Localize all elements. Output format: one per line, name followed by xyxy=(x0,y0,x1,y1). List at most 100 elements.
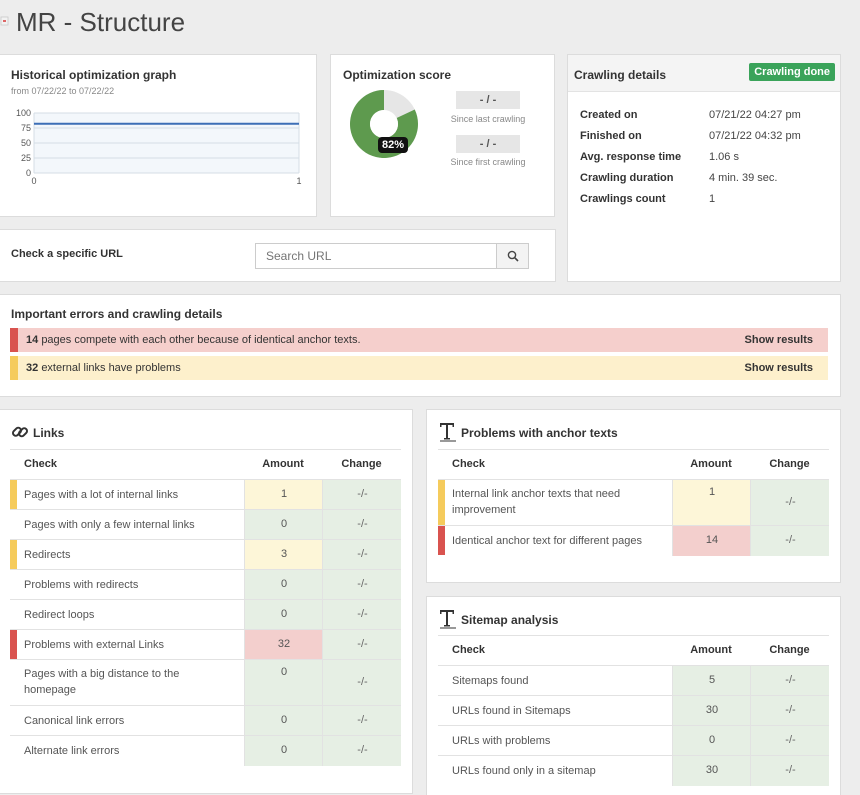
optimization-score-card: Optimization score 82% - / - Since last … xyxy=(330,54,555,217)
row-change: -/- xyxy=(357,638,368,650)
alert-count: 14 xyxy=(26,334,39,346)
change-cell: -/- xyxy=(322,570,401,600)
x-tick-label: 1 xyxy=(296,176,301,185)
row-amount: 0 xyxy=(280,666,288,678)
change-cell: -/- xyxy=(322,736,401,766)
change-cell: -/- xyxy=(322,600,401,630)
col-header-change: Change xyxy=(769,458,810,470)
history-graph-card: Historical optimization graph from 07/22… xyxy=(0,54,317,217)
text-icon xyxy=(439,609,457,634)
show-results-button[interactable]: Show results xyxy=(744,334,813,346)
amount-cell: 14 xyxy=(672,526,750,556)
since-last-value: - / - xyxy=(456,91,520,109)
row-amount: 5 xyxy=(708,674,716,686)
row-label: Pages with only a few internal links xyxy=(24,519,195,531)
change-cell: -/- xyxy=(750,666,829,696)
row-change: -/- xyxy=(357,744,368,756)
graph-range: from 07/22/22 to 07/22/22 xyxy=(11,86,115,96)
table-row: Identical anchor text for different page… xyxy=(438,525,829,556)
avg-response-value: 1.06 s xyxy=(709,151,739,163)
table-row: Problems with redirects 0 -/- xyxy=(10,569,401,600)
row-change: -/- xyxy=(357,488,368,500)
links-table: Check Amount Change Pages with a lot of int… xyxy=(10,449,401,766)
row-status-marker xyxy=(10,540,17,569)
row-label: Alternate link errors xyxy=(24,745,120,757)
errors-title: Important errors and crawling details xyxy=(11,307,223,321)
crawling-details-title: Crawling details xyxy=(574,68,667,82)
table-row: Redirects 3 -/- xyxy=(10,539,401,570)
row-label: Redirect loops xyxy=(24,609,95,621)
alert-message: external links have problems xyxy=(41,362,181,374)
row-label: URLs with problems xyxy=(452,735,551,747)
amount-cell: 30 xyxy=(672,696,750,726)
col-header-amount: Amount xyxy=(262,458,304,470)
row-change: -/- xyxy=(357,548,368,560)
y-tick-label: 75 xyxy=(21,123,31,133)
alert-text: 32 external links have problems xyxy=(26,356,181,380)
finished-on-label: Finished on xyxy=(580,130,642,142)
row-status-marker xyxy=(10,480,17,509)
y-tick-label: 0 xyxy=(26,168,31,178)
col-header-change: Change xyxy=(341,458,382,470)
score-title: Optimization score xyxy=(343,68,452,82)
crawl-duration-label: Crawling duration xyxy=(580,172,674,184)
table-row: Pages with only a few internal links 0 -/- xyxy=(10,509,401,540)
row-amount: 14 xyxy=(705,534,719,546)
change-cell: -/- xyxy=(322,660,401,706)
y-tick-label: 25 xyxy=(21,153,31,163)
row-label: Identical anchor text for different page… xyxy=(452,535,642,547)
amount-cell: 0 xyxy=(244,660,322,706)
row-change: -/- xyxy=(357,714,368,726)
row-status-marker xyxy=(438,526,445,555)
amount-cell: 0 xyxy=(244,510,322,540)
row-label: Internal link anchor texts that need imp… xyxy=(452,488,621,516)
sitemap-table: Check Amount Change Sitemaps found 5 -/- URLs … xyxy=(438,635,829,793)
change-cell: -/- xyxy=(750,526,829,556)
y-tick-label: 100 xyxy=(16,108,31,118)
row-amount: 30 xyxy=(705,704,719,716)
row-label: Sitemaps found xyxy=(452,675,529,687)
table-row: Problems with external Links 32 -/- xyxy=(10,629,401,660)
row-change: -/- xyxy=(357,518,368,530)
amount-cell: 3 xyxy=(244,540,322,570)
table-row: URLs found in Sitemaps 30 -/- xyxy=(438,695,829,726)
links-title: Links xyxy=(33,426,65,440)
since-first-label: Since first crawling xyxy=(450,157,526,167)
amount-cell: 0 xyxy=(244,600,322,630)
row-label: Problems with external Links xyxy=(24,639,165,651)
amount-cell: 30 xyxy=(672,756,750,786)
amount-cell: 0 xyxy=(244,736,322,766)
crawl-duration-value: 4 min. 39 sec. xyxy=(709,172,778,184)
row-label: Redirects xyxy=(24,549,71,561)
check-url-label: Check a specific URL xyxy=(11,248,123,260)
crawl-count-label: Crawlings count xyxy=(580,193,666,205)
change-cell: -/- xyxy=(322,630,401,660)
amount-cell: 0 xyxy=(672,726,750,756)
row-amount: 3 xyxy=(280,548,288,560)
search-url-input[interactable] xyxy=(255,243,497,269)
app-logo-icon xyxy=(0,14,10,28)
table-row: Sitemaps found 5 -/- xyxy=(438,665,829,696)
text-icon xyxy=(439,422,457,447)
anchor-texts-table: Check Amount Change Internal link anchor te… xyxy=(438,449,829,556)
row-label: Pages with a big distance to the homepag… xyxy=(24,668,180,696)
show-results-button[interactable]: Show results xyxy=(744,362,813,374)
crawl-count-value: 1 xyxy=(709,193,716,205)
crawling-details-header: Crawling details Crawling done xyxy=(568,55,840,92)
amount-cell: 32 xyxy=(244,630,322,660)
anchor-texts-title: Problems with anchor texts xyxy=(461,426,618,440)
table-row: Internal link anchor texts that need imp… xyxy=(438,479,829,526)
change-cell: -/- xyxy=(322,706,401,736)
search-button[interactable] xyxy=(496,243,529,269)
change-cell: -/- xyxy=(322,540,401,570)
row-label: URLs found in Sitemaps xyxy=(452,705,571,717)
finished-on-value: 07/21/22 04:32 pm xyxy=(709,130,801,142)
link-icon xyxy=(11,423,29,446)
donut-hole xyxy=(370,110,398,138)
row-label: Pages with a lot of internal links xyxy=(24,489,179,501)
row-amount: 0 xyxy=(708,734,716,746)
alert-marker xyxy=(10,356,18,380)
row-amount: 1 xyxy=(280,488,288,500)
col-header-amount: Amount xyxy=(690,644,732,656)
col-header-amount: Amount xyxy=(690,458,732,470)
